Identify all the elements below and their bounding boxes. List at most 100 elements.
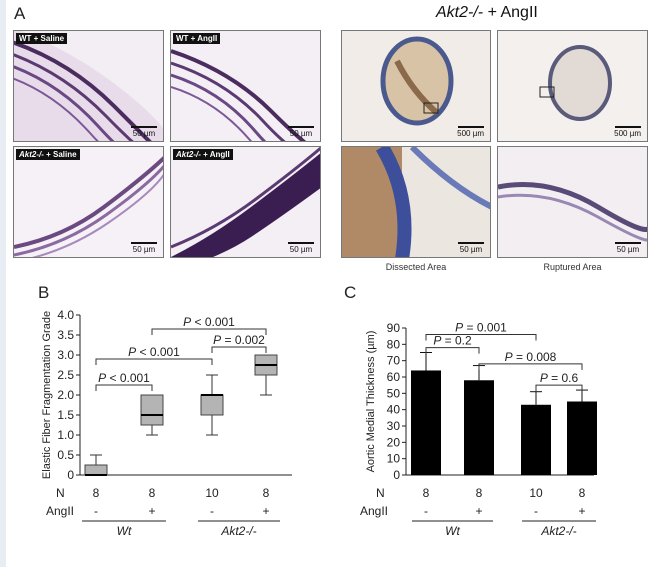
significance-bracket-label: P = 0.008 xyxy=(505,350,557,364)
y-tick-label: 4.0 xyxy=(57,308,74,322)
angii-row-label: AngII xyxy=(46,504,74,518)
significance-bracket-label: P < 0.001 xyxy=(128,345,180,359)
micrograph-aorta-dissected-overview: 500 µm xyxy=(341,30,491,142)
y-tick-label: 50 xyxy=(387,386,401,400)
y-tick-label: 40 xyxy=(387,403,401,417)
n-value: 8 xyxy=(93,486,100,500)
n-value: 10 xyxy=(205,486,219,500)
group-label: Wt xyxy=(117,524,132,538)
y-axis-label: Aortic Medial Thickness (µm) xyxy=(365,331,377,473)
scale-bar: 50 µm xyxy=(131,242,157,254)
angii-value: - xyxy=(210,504,214,518)
micrograph-akt2-saline: Akt2-/- + Saline 50 µm xyxy=(13,146,164,258)
box xyxy=(84,464,108,476)
bar xyxy=(464,380,494,475)
panel-c-label: C xyxy=(344,283,357,302)
tissue-image xyxy=(171,49,307,141)
angii-row-label: AngII xyxy=(360,504,388,518)
tissue-image xyxy=(380,36,454,126)
box xyxy=(200,394,224,416)
condition-label: WT + AngII xyxy=(173,33,221,44)
scale-bar: 50 µm xyxy=(458,242,484,254)
condition-label: Akt2-/- + Saline xyxy=(16,149,80,160)
y-tick-label: 10 xyxy=(387,452,401,466)
left-edge-strip xyxy=(0,0,6,567)
n-row-label: N xyxy=(376,486,385,500)
n-row-label: N xyxy=(56,486,65,500)
significance-bracket-label: P < 0.001 xyxy=(98,371,150,385)
y-tick-label: 0.5 xyxy=(57,448,74,462)
scale-bar: 50 µm xyxy=(615,242,641,254)
y-tick-label: 1.5 xyxy=(57,408,74,422)
panel-b-label: B xyxy=(38,283,50,302)
y-tick-label: 70 xyxy=(387,354,401,368)
angii-value: + xyxy=(262,504,269,518)
significance-bracket-label: P = 0.6 xyxy=(540,371,579,385)
n-value: 8 xyxy=(476,486,483,500)
significance-bracket-line xyxy=(425,334,537,341)
akt2-angii-title: Akt2-/- + AngII xyxy=(436,4,538,21)
significance-bracket-line xyxy=(95,358,213,365)
tissue-image xyxy=(539,45,612,121)
bar xyxy=(411,370,441,475)
micrograph-ruptured-area: 50 µm xyxy=(497,146,648,258)
scale-bar: 500 µm xyxy=(614,126,641,138)
n-value: 8 xyxy=(149,486,156,500)
significance-bracket-label: P < 0.001 xyxy=(183,315,235,329)
significance-bracket-line xyxy=(478,363,583,370)
angii-value: + xyxy=(148,504,155,518)
micrograph-dissected-area: 50 µm xyxy=(341,146,491,258)
y-tick-label: 2.0 xyxy=(57,388,74,402)
significance-bracket-line xyxy=(95,384,153,391)
ruptured-area-caption: Ruptured Area xyxy=(543,262,602,272)
micrograph-aorta-ruptured-overview: 500 µm xyxy=(497,30,648,142)
y-tick-label: 3.5 xyxy=(57,328,74,342)
tissue-image xyxy=(14,31,163,141)
group-label: Akt2-/- xyxy=(540,524,576,538)
scale-bar: 50 µm xyxy=(288,126,314,138)
angii-value: + xyxy=(578,504,585,518)
dissected-area-caption: Dissected Area xyxy=(385,262,447,272)
scale-bar: 500 µm xyxy=(457,126,484,138)
significance-bracket-label: P = 0.2 xyxy=(433,334,472,348)
condition-label: WT + Saline xyxy=(16,33,68,44)
y-tick-label: 90 xyxy=(387,321,401,335)
fragmentation-box-plot: 0 0.5 1.0 1.5 2.0 2.5 3.0 3.5 4.0 Elastic Fiber F… xyxy=(41,308,292,538)
micrograph-wt-saline: WT + Saline 50 µm xyxy=(13,30,164,142)
scale-bar: 50 µm xyxy=(288,242,314,254)
y-tick-label: 30 xyxy=(387,419,401,433)
micrograph-akt2-angii: Akt2-/- + AngII 50 µm xyxy=(170,146,321,258)
significance-bracket-label: P = 0.001 xyxy=(455,321,507,335)
angii-value: - xyxy=(424,504,428,518)
medial-thickness-bar-chart: 0 10 20 30 40 50 60 70 80 90 Aortic Medial Thickne… xyxy=(360,321,597,538)
tissue-image xyxy=(171,147,320,257)
bar xyxy=(567,401,597,475)
scale-bar: 50 µm xyxy=(131,126,157,138)
group-label: Akt2-/- xyxy=(220,524,256,538)
micrograph-wt-angii: WT + AngII 50 µm xyxy=(170,30,321,142)
panel-a-label: A xyxy=(14,4,26,23)
tissue-image xyxy=(14,156,163,257)
significance-bracket-line xyxy=(425,347,480,354)
angii-value: - xyxy=(94,504,98,518)
bar xyxy=(521,404,551,475)
y-tick-label: 3.0 xyxy=(57,348,74,362)
n-value: 8 xyxy=(423,486,430,500)
y-tick-label: 0 xyxy=(67,468,74,482)
y-axis-label: Elastic Fiber Fragmentation Grade xyxy=(41,311,53,479)
significance-bracket-label: P = 0.002 xyxy=(213,333,265,347)
significance-bracket-line xyxy=(211,346,267,353)
y-tick-label: 0 xyxy=(393,468,400,482)
significance-bracket-line xyxy=(535,384,583,392)
tissue-image xyxy=(342,147,490,257)
y-tick-label: 20 xyxy=(387,435,401,449)
y-tick-label: 80 xyxy=(387,337,401,351)
angii-value: - xyxy=(534,504,538,518)
y-tick-label: 2.5 xyxy=(57,368,74,382)
tissue-image xyxy=(498,182,647,242)
condition-label: Akt2-/- + AngII xyxy=(173,149,233,160)
n-value: 8 xyxy=(263,486,270,500)
n-value: 8 xyxy=(579,486,586,500)
angii-value: + xyxy=(475,504,482,518)
y-tick-label: 1.0 xyxy=(57,428,74,442)
